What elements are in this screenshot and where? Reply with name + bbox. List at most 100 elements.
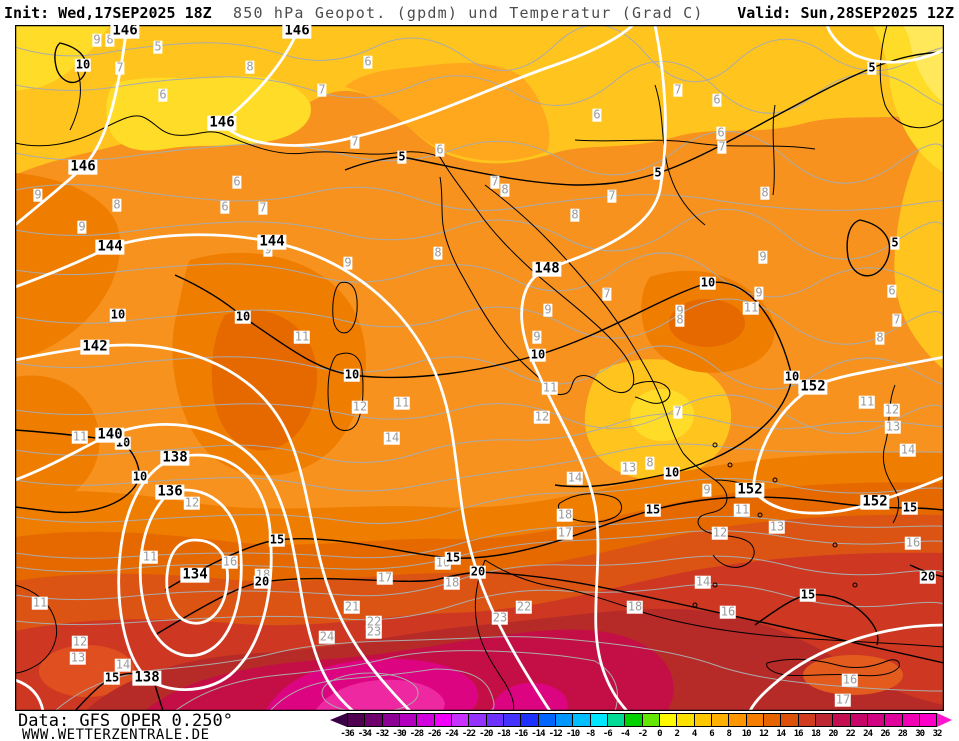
temp-main-contour-label: 10 <box>343 367 361 382</box>
temp-contour-label: 7 <box>673 82 683 97</box>
temp-contour-label: 11 <box>31 595 49 610</box>
colorbar-swatch <box>468 714 486 726</box>
geopotential-contour-label: 144 <box>257 233 287 250</box>
colorbar-swatch <box>745 714 763 726</box>
temp-contour-label: 17 <box>834 692 852 707</box>
temp-contour-label: 9 <box>33 187 43 202</box>
colorbar-swatch <box>572 714 590 726</box>
colorbar-swatch <box>918 714 937 726</box>
colorbar-tick-label: -2 <box>637 729 648 739</box>
temp-contour-label: 14 <box>899 442 917 457</box>
temp-contour-label: 7 <box>115 60 125 75</box>
colorbar-swatch <box>849 714 867 726</box>
colorbar-swatch <box>658 714 677 726</box>
temp-main-contour-label: 10 <box>663 465 681 480</box>
temp-contour-label: 11 <box>71 429 89 444</box>
colorbar-tick-label: 12 <box>759 729 769 739</box>
temp-main-contour-label: 10 <box>699 275 717 290</box>
colorbar-swatch <box>589 714 607 726</box>
colorbar-swatch <box>901 714 919 726</box>
colorbar-tick-label: -34 <box>357 729 372 739</box>
map-svg <box>15 25 944 711</box>
temp-contour-label: 18 <box>443 575 461 590</box>
temp-contour-label: 8 <box>500 182 510 197</box>
temp-contour-label: 13 <box>768 519 786 534</box>
temp-main-contour-label: 20 <box>919 569 937 584</box>
colorbar-tick-label: 0 <box>657 729 662 739</box>
temp-main-contour-label: 15 <box>268 532 286 547</box>
temp-contour-label: 7 <box>602 286 612 301</box>
geopotential-contour-label: 144 <box>95 238 125 255</box>
colorbar-tick-label: -18 <box>496 729 511 739</box>
map-title: 850 hPa Geopot. (gpdm) und Temperatur (G… <box>233 4 704 22</box>
temp-contour-label: 7 <box>317 82 327 97</box>
temp-main-contour-label: 10 <box>109 307 127 322</box>
colorbar-swatch <box>814 714 833 726</box>
colorbar-swatch <box>485 714 503 726</box>
temp-main-contour-label: 20 <box>469 564 487 579</box>
minor-temperature-contours <box>15 25 944 711</box>
colorbar-tick-label: 4 <box>691 729 697 739</box>
valid-time-label: Valid: Sun,28SEP2025 12Z <box>737 4 954 22</box>
colorbar-tick-label: -10 <box>565 729 580 739</box>
temp-contour-label: 12 <box>883 402 901 417</box>
temp-main-contour-label: 10 <box>131 469 149 484</box>
temp-contour-label: 12 <box>351 399 369 414</box>
colorbar-tick-label: 16 <box>793 729 804 739</box>
temperature-colorbar: -36 -34 -32 -30 -28 -26 -24 -22 -20 -18 -16 -14 -12-… <box>330 713 955 741</box>
colorbar-tick-label: -20 <box>479 729 493 739</box>
geopotential-contour-label: 146 <box>207 114 237 131</box>
colorbar-swatch <box>624 714 642 726</box>
temp-contour-label: 14 <box>114 657 132 672</box>
colorbar-swatch <box>416 714 434 726</box>
colorbar-tick-label: -28 <box>409 729 424 739</box>
temp-main-contour-label: 5 <box>397 149 407 164</box>
temp-contour-label: 6 <box>363 54 373 69</box>
colorbar-tick-label: -6 <box>602 729 613 739</box>
colorbar-tick-label: -30 <box>392 729 406 739</box>
colorbar-tick-label: -4 <box>620 729 630 739</box>
temp-main-contour-label: 5 <box>653 165 663 180</box>
temp-contour-label: 7 <box>892 312 902 327</box>
temp-main-contour-label: 10 <box>234 309 252 324</box>
temp-contour-label: 13 <box>69 650 87 665</box>
temp-contour-label: 8 <box>105 32 115 47</box>
colorbar-tick-label: 30 <box>915 729 925 739</box>
colorbar-swatch <box>606 714 625 726</box>
colorbar-swatch <box>693 714 711 726</box>
website-label: WWW.WETTERZENTRALE.DE <box>22 727 210 741</box>
init-time-label: Init: Wed,17SEP2025 18Z <box>4 4 212 22</box>
temp-contour-label: 8 <box>760 185 770 200</box>
geopotential-contour-label: 146 <box>68 158 98 175</box>
temp-main-contour-label: 15 <box>644 502 662 517</box>
temp-contour-label: 12 <box>533 409 551 424</box>
temp-contour-label: 23 <box>365 624 383 639</box>
temp-main-contour-label: 5 <box>890 235 900 250</box>
temp-contour-label: 7 <box>350 134 360 149</box>
colorbar-swatch <box>641 714 659 726</box>
temp-contour-label: 7 <box>717 139 727 154</box>
colorbar-swatch <box>676 714 694 726</box>
temp-contour-label: 16 <box>221 554 239 569</box>
colorbar-tick-label: 24 <box>863 729 873 739</box>
colorbar-tick-label: -8 <box>585 729 596 739</box>
temp-contour-label: 23 <box>491 610 509 625</box>
temp-contour-label: 5 <box>153 39 163 54</box>
geopotential-contour-label: 146 <box>282 25 312 39</box>
colorbar-tick-label: 22 <box>845 729 856 739</box>
temp-main-contour-label: 10 <box>783 369 801 384</box>
temp-contour-label: 9 <box>754 285 764 300</box>
temp-contour-label: 12 <box>711 525 729 540</box>
colorbar-swatch <box>866 714 885 726</box>
temp-contour-label: 13 <box>884 419 902 434</box>
temp-contour-label: 16 <box>904 535 922 550</box>
temp-contour-label: 6 <box>887 283 897 298</box>
temp-contour-label: 13 <box>620 460 638 475</box>
temp-contour-label: 9 <box>92 32 102 47</box>
geopotential-contour-label: 140 <box>95 426 125 443</box>
temp-contour-label: 6 <box>592 107 602 122</box>
temp-contour-label: 7 <box>607 188 617 203</box>
temp-contour-label: 18 <box>556 507 574 522</box>
temp-contour-label: 9 <box>343 255 353 270</box>
temp-contour-label: 9 <box>543 302 553 317</box>
